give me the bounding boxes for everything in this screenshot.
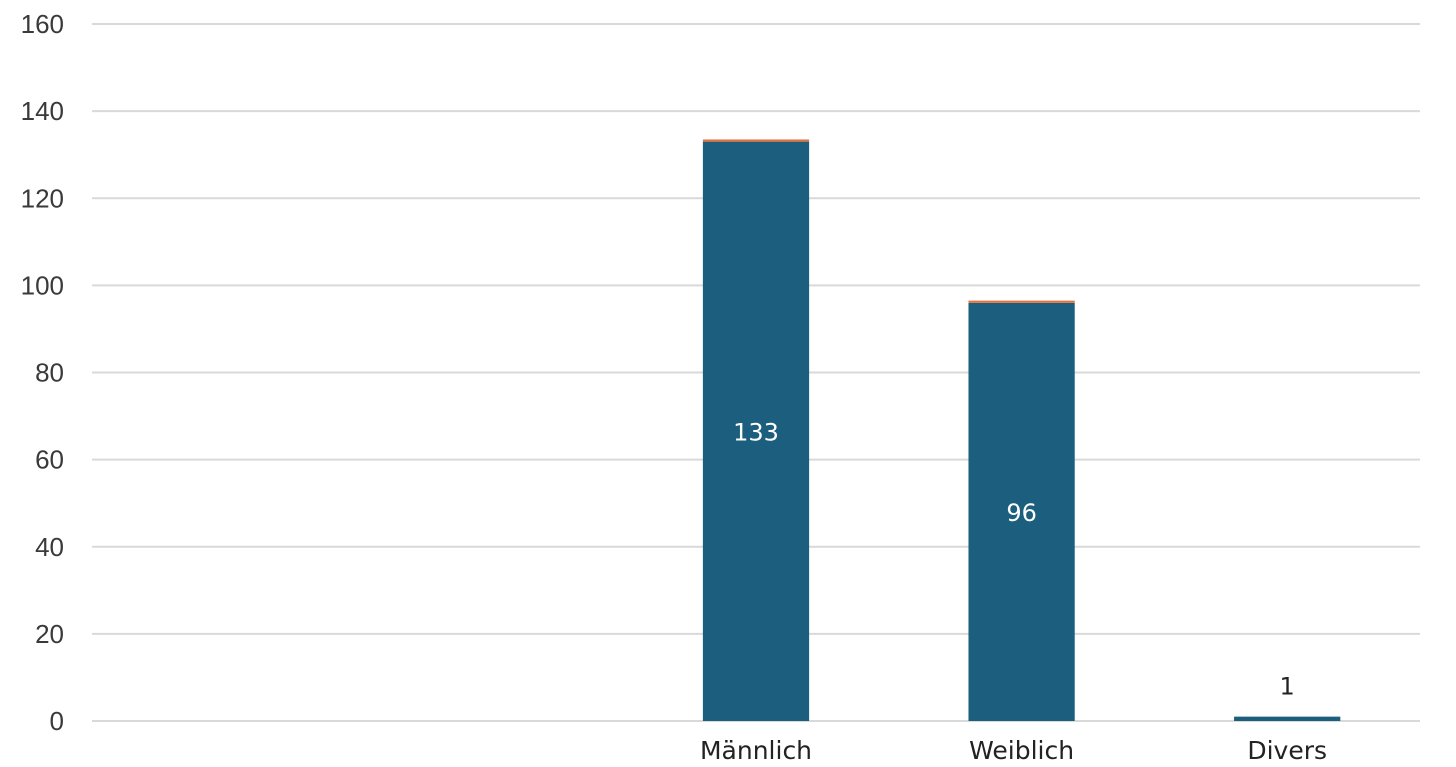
y-tick-label: 120 xyxy=(21,183,64,213)
y-tick-label: 20 xyxy=(35,619,64,649)
bar-series-0-4 xyxy=(1234,716,1341,721)
x-tick-label: Weiblich xyxy=(969,736,1074,765)
bar-series-1-2 xyxy=(702,139,810,142)
y-tick-label: 80 xyxy=(35,358,64,388)
y-tick-label: 0 xyxy=(50,706,64,736)
bar-series-0-3 xyxy=(968,302,1075,721)
y-axis-ticks: 0 20 40 60 80 100 120 140 160 xyxy=(21,9,64,736)
y-tick-label: 100 xyxy=(21,270,64,300)
bars xyxy=(702,139,1341,721)
bar-series-1-3 xyxy=(968,300,1075,303)
y-tick-label: 140 xyxy=(21,96,64,126)
data-label: 1 xyxy=(1280,673,1295,701)
bar-series-0-2 xyxy=(702,141,810,721)
y-tick-label: 60 xyxy=(35,445,64,475)
data-label: 133 xyxy=(733,418,779,446)
data-labels: 133 96 1 xyxy=(733,418,1295,700)
x-tick-label: Männlich xyxy=(700,736,812,765)
x-tick-label: Divers xyxy=(1247,736,1327,765)
data-label: 96 xyxy=(1006,499,1037,527)
y-tick-label: 160 xyxy=(21,9,64,39)
y-tick-label: 40 xyxy=(35,532,64,562)
x-axis-ticks: Männlich Weiblich Divers xyxy=(700,736,1327,765)
